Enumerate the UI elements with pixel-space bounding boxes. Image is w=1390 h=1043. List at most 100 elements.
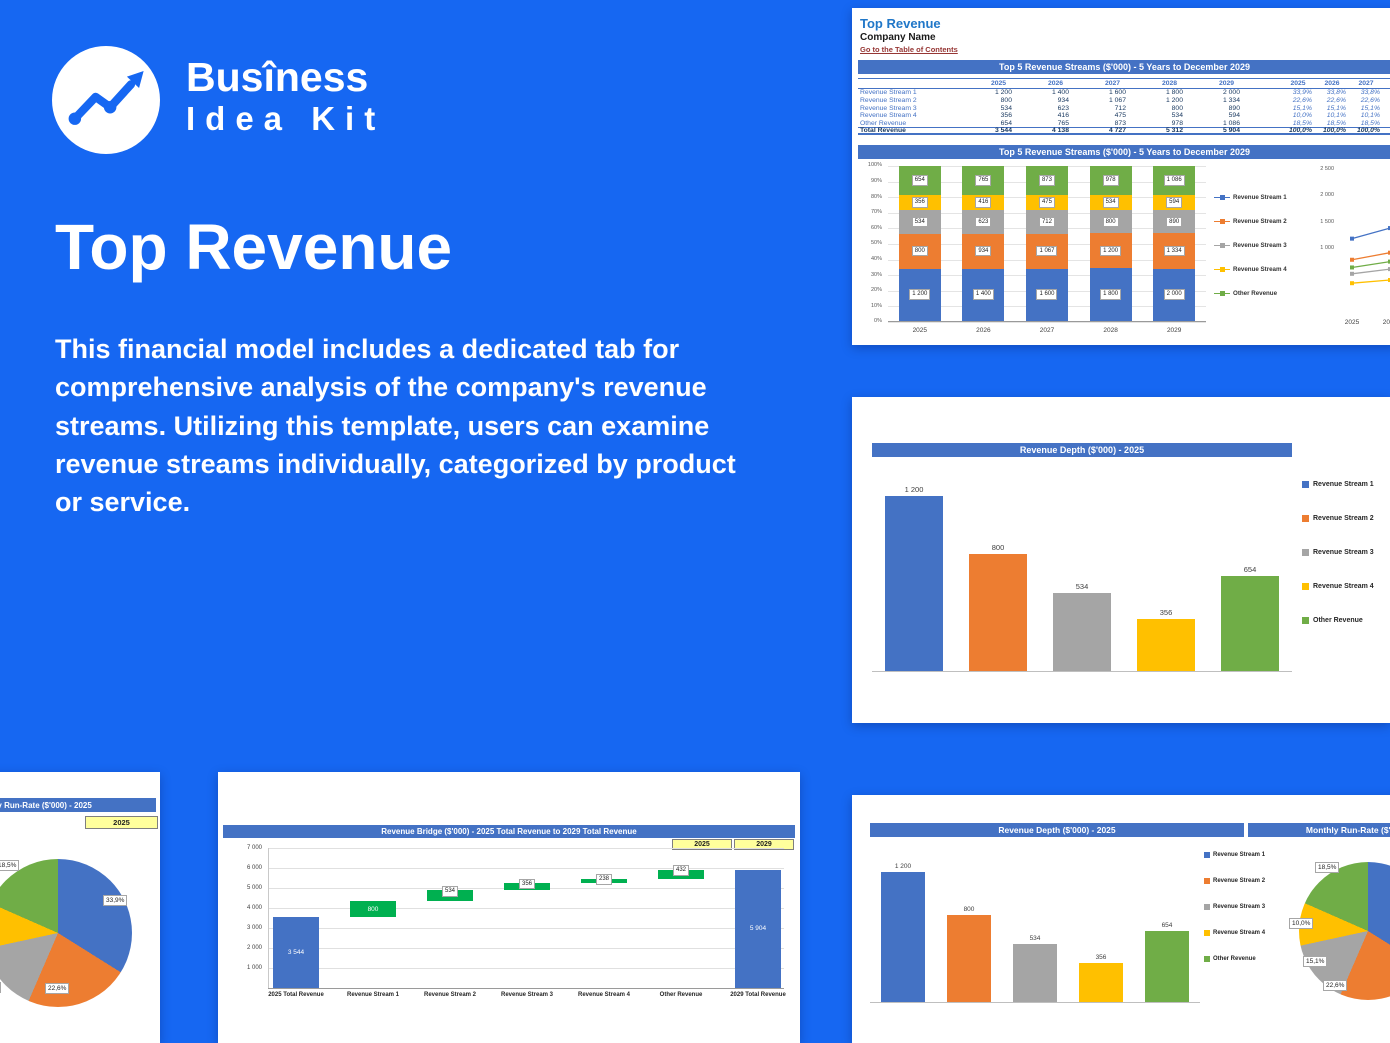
gridline: [268, 968, 784, 969]
svg-text:2025: 2025: [1345, 319, 1360, 326]
legend-item: Revenue Stream 3: [1302, 549, 1374, 556]
pct-cell: 10,1%: [1360, 112, 1380, 120]
table-cell: 934: [1057, 97, 1069, 105]
pct-cell: 10,0%: [1292, 112, 1312, 120]
bridge-start-year-selector[interactable]: 2025: [672, 839, 732, 850]
depth-bar-chart: 1 200 800 534 356 654: [872, 472, 1292, 672]
pct-cell: 22,6%: [1360, 97, 1380, 105]
legend-marker: [1214, 290, 1230, 296]
value-label: 1 200: [894, 863, 912, 870]
value-label: 534: [911, 216, 928, 228]
value-label: 1 200: [904, 485, 924, 494]
legend-marker: [1214, 194, 1230, 200]
y-axis-line: [268, 848, 269, 988]
legend-item: Revenue Stream 4: [1204, 930, 1265, 936]
bar-column: 356: [1137, 608, 1195, 671]
stacked-bar: 1 200 800 534 356 654: [898, 166, 941, 321]
value-label: 534: [1075, 582, 1089, 592]
bar: [1221, 575, 1279, 671]
year-column-header: 2029: [1218, 80, 1235, 87]
bars: 1 200 800 534 356 654 1 400 934 623 416 765 1 600 1…: [888, 166, 1206, 321]
table-cell: 1 200: [1165, 97, 1183, 105]
value-label: 1 600: [1036, 289, 1058, 301]
legend-marker: [1214, 266, 1230, 272]
table-row: Total Revenue 3 544 4 138 4 727 5 312 5 904 10…: [858, 127, 1390, 136]
bridge-end-year-selector[interactable]: 2029: [734, 839, 794, 850]
stacked-bar-segment: 1 067: [1025, 233, 1068, 269]
legend-marker: [1214, 242, 1230, 248]
value-label: 356: [911, 197, 928, 208]
table-cell: 873: [1114, 120, 1126, 128]
pct-cell: 15,1%: [1360, 104, 1380, 112]
stacked-bar-segment: 1 600: [1025, 268, 1068, 321]
toc-link[interactable]: Go to the Table of Contents: [860, 45, 958, 54]
y-axis-label: 3 000: [246, 925, 262, 931]
y-axis-label: 80%: [870, 193, 882, 200]
panel-depth-and-run-rate: Revenue Depth ($'000) - 2025 Monthly Run…: [852, 795, 1390, 1043]
waterfall-bar: 3 544: [273, 917, 319, 988]
pie: [0, 859, 132, 1007]
stacked-bar-segment: 1 200: [898, 268, 941, 321]
company-name: Company Name: [860, 32, 936, 43]
legend-item: Other Revenue: [1214, 290, 1287, 297]
stacked-bar: 2 000 1 334 890 594 1 086: [1153, 166, 1196, 321]
bar: [885, 496, 943, 671]
gridline: [268, 868, 784, 869]
table-cell: 800: [1000, 97, 1012, 105]
value-label: 1 200: [1100, 245, 1122, 257]
bar: [969, 554, 1027, 671]
legend-item: Other Revenue: [1302, 617, 1374, 624]
row-label: Total Revenue: [860, 127, 906, 135]
bar-column: 654: [1145, 922, 1189, 1002]
value-label: 654: [911, 175, 928, 186]
y-axis-label: 4 000: [246, 905, 262, 911]
legend-item: Revenue Stream 4: [1214, 266, 1287, 273]
table-cell: 1 200: [994, 89, 1012, 97]
legend-label: Revenue Stream 4: [1313, 583, 1374, 590]
y-axis-label: 1 000: [1320, 245, 1334, 252]
value-label: 934: [975, 245, 992, 257]
table-cell: 4 138: [1051, 127, 1069, 135]
bar-column: 654: [1221, 565, 1279, 671]
stacked-bar-segment: 873: [1025, 166, 1068, 195]
x-axis-label: Revenue Stream 2: [423, 992, 477, 998]
bridge-year-selectors: 2025 2029: [672, 839, 794, 850]
legend-item: Revenue Stream 2: [1214, 218, 1287, 225]
table-cell: 800: [1171, 104, 1183, 112]
x-axis-label: Revenue Stream 4: [577, 992, 631, 998]
y-axis-label: 1 500: [1320, 218, 1334, 225]
table-cell: 978: [1171, 120, 1183, 128]
bar-column: 800: [947, 906, 991, 1002]
depth-bar-chart: 1 200 800 534 356 654: [870, 847, 1200, 1003]
row-label: Revenue Stream 4: [860, 112, 917, 120]
brand-name-line2: Idea Kit: [186, 100, 386, 138]
pie-label: 10,0%: [1289, 918, 1314, 930]
x-axis-label: 2025 Total Revenue: [268, 992, 324, 998]
legend-label: Revenue Stream 1: [1213, 852, 1266, 858]
value-label: 1 800: [1100, 289, 1122, 301]
stacked-bar: 1 400 934 623 416 765: [962, 166, 1005, 321]
legend-item: Revenue Stream 4: [1302, 583, 1374, 590]
year-selector[interactable]: 2025: [85, 816, 158, 829]
run-rate-header-bar: Monthly Run-Rate ($'000) - 2025: [0, 798, 156, 812]
pie-label: 22,6%: [45, 983, 70, 995]
value-label: 356: [518, 878, 536, 890]
pct-cell: 22,6%: [1326, 97, 1346, 105]
y-axis-label: 0%: [874, 318, 882, 325]
sheet-title: Top Revenue: [860, 16, 941, 31]
year-column-header: 2028: [1161, 80, 1178, 87]
stacked-bar-segment: 475: [1025, 194, 1068, 211]
pct-cell: 18,5%: [1292, 120, 1312, 128]
stacked-bar-segment: 800: [1089, 210, 1132, 234]
table-cell: 5 312: [1165, 127, 1183, 135]
table-header-bar: Top 5 Revenue Streams ($'000) - 5 Years …: [858, 60, 1390, 74]
pct-year-column-header: 2026: [1324, 80, 1340, 87]
legend-label: Revenue Stream 1: [1313, 481, 1374, 488]
legend-label: Revenue Stream 3: [1213, 904, 1266, 910]
pct-cell: 100,0%: [1288, 127, 1312, 135]
row-label: Revenue Stream 3: [860, 104, 917, 112]
bar: [881, 872, 925, 1002]
stacked-bar-segment: 356: [898, 194, 941, 211]
y-axis-label: 2 000: [246, 945, 262, 951]
table-cell: 1 800: [1165, 89, 1183, 97]
